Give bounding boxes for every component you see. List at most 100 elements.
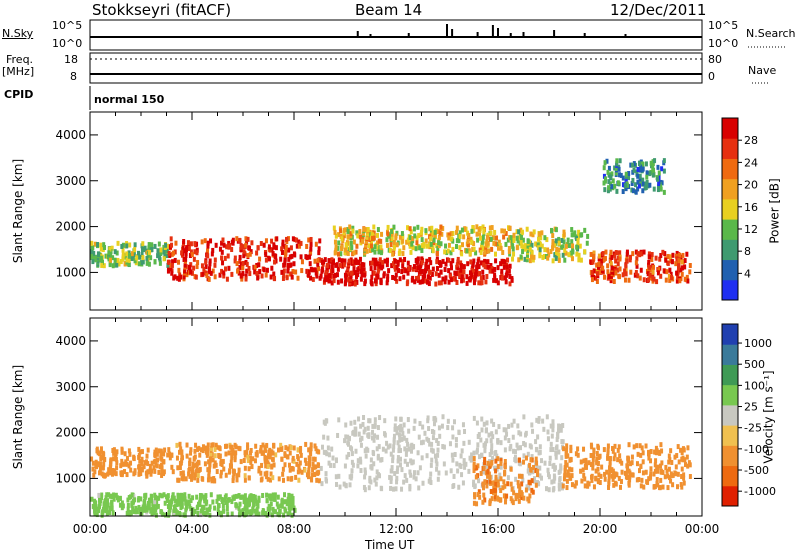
data-cell — [377, 266, 381, 272]
data-cell — [193, 454, 197, 460]
data-cell — [273, 253, 277, 259]
data-cell — [101, 455, 105, 461]
data-cell — [309, 246, 313, 252]
data-cell — [496, 479, 500, 485]
data-cell — [203, 238, 207, 244]
data-cell — [349, 420, 353, 426]
data-cell — [139, 471, 143, 477]
data-cell — [221, 237, 225, 243]
data-cell — [655, 481, 659, 487]
data-cell — [246, 454, 250, 460]
data-cell — [509, 235, 513, 241]
data-cell — [347, 451, 351, 457]
data-cell — [531, 489, 535, 495]
data-cell — [607, 478, 611, 484]
data-cell — [335, 272, 339, 278]
data-cell — [642, 249, 646, 255]
data-cell — [433, 232, 437, 238]
data-cell — [326, 445, 330, 451]
data-cell — [320, 444, 324, 450]
data-cell — [359, 276, 363, 282]
data-cell — [224, 266, 228, 272]
data-cell — [549, 227, 553, 233]
data-cell — [478, 235, 482, 241]
data-cell — [316, 462, 320, 468]
data-cell — [592, 453, 596, 459]
data-cell — [238, 501, 242, 507]
data-cell — [393, 471, 397, 477]
data-cell — [360, 267, 364, 273]
data-cell — [535, 460, 539, 466]
data-cell — [610, 269, 614, 275]
data-cell — [597, 253, 601, 259]
data-cell — [271, 450, 275, 456]
data-cell — [589, 462, 593, 468]
data-cell — [685, 274, 689, 280]
data-cell — [292, 251, 296, 257]
nave-tick-top: 80 — [708, 53, 722, 66]
data-cell — [276, 504, 280, 510]
data-cell — [538, 251, 542, 257]
data-cell — [490, 443, 494, 449]
data-cell — [288, 254, 292, 260]
data-cell — [199, 495, 203, 501]
data-cell — [189, 269, 193, 275]
data-cell — [590, 277, 594, 283]
data-cell — [213, 257, 217, 263]
data-cell — [524, 430, 528, 436]
data-cell — [435, 461, 439, 467]
data-cell — [439, 269, 443, 275]
data-cell — [670, 259, 674, 265]
y-tick-label: 1000 — [55, 265, 86, 279]
data-cell — [311, 276, 315, 282]
data-cell — [157, 255, 161, 261]
data-cell — [571, 249, 575, 255]
data-cell — [136, 250, 140, 256]
data-cell — [130, 500, 134, 506]
data-cell — [362, 262, 366, 268]
data-cell — [530, 250, 534, 256]
data-cell — [371, 435, 375, 441]
data-cell — [627, 171, 631, 177]
data-cell — [611, 178, 615, 184]
data-cell — [198, 452, 202, 458]
data-cell — [104, 495, 108, 501]
data-cell — [207, 276, 211, 282]
data-cell — [166, 243, 170, 249]
data-cell — [576, 234, 580, 240]
data-cell — [641, 459, 645, 465]
data-cell — [431, 266, 435, 272]
data-cell — [127, 250, 131, 256]
data-cell — [486, 259, 490, 265]
data-cell — [337, 240, 341, 246]
data-cell — [565, 462, 569, 468]
data-cell — [628, 470, 632, 476]
data-cell — [641, 161, 645, 167]
data-cell — [405, 461, 409, 467]
data-cell — [206, 253, 210, 259]
data-cell — [405, 437, 409, 443]
data-cell — [496, 265, 500, 271]
data-cell — [499, 460, 503, 466]
data-cell — [392, 444, 396, 450]
data-cell — [191, 466, 195, 472]
data-cell — [420, 268, 424, 274]
data-cell — [282, 262, 286, 268]
data-cell — [505, 264, 509, 270]
data-cell — [435, 243, 439, 249]
data-cell — [546, 429, 550, 435]
data-cell — [505, 431, 509, 437]
data-cell — [356, 233, 360, 239]
data-cell — [612, 456, 616, 462]
data-cell — [513, 449, 517, 455]
data-cell — [640, 251, 644, 257]
data-cell — [642, 277, 646, 283]
data-cell — [233, 454, 237, 460]
data-cell — [286, 446, 290, 452]
data-cell — [426, 279, 430, 285]
data-cell — [248, 494, 252, 500]
data-cell — [408, 226, 412, 232]
data-cell — [213, 505, 217, 511]
data-cell — [385, 237, 389, 243]
data-cell — [127, 495, 131, 501]
